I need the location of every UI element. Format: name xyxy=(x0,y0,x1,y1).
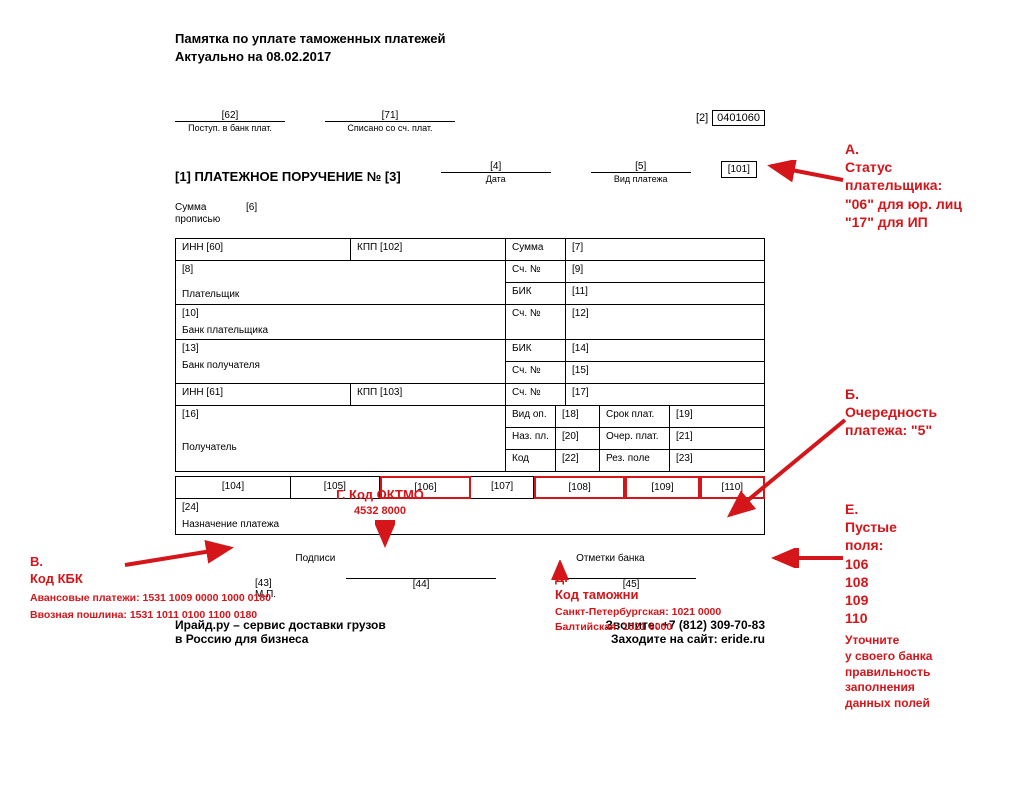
sum-label: Сумма прописью xyxy=(175,202,230,226)
nazn-grid: [24]Назначение платежа xyxy=(175,498,765,535)
header-line2: Актуально на 08.02.2017 xyxy=(175,48,445,66)
cell-62: [62] Поступ. в банк плат. xyxy=(175,110,285,133)
cell-6: [6] xyxy=(246,202,257,226)
cell-109: [109] xyxy=(625,476,699,499)
label-sch3: Сч. № xyxy=(506,362,566,384)
cell-5: [5] Вид платежа xyxy=(591,161,691,184)
label-vidop: Вид оп. xyxy=(506,406,556,428)
label-sch2: Сч. № xyxy=(506,305,566,340)
doc-header: Памятка по уплате таможенных платежей Ак… xyxy=(175,30,445,66)
cell-11: [11] xyxy=(566,283,765,305)
cell-14: [14] xyxy=(566,340,765,362)
cell-10-bank: [10]Банк плательщика xyxy=(176,305,506,340)
label-bik1: БИК xyxy=(506,283,566,305)
header-line1: Памятка по уплате таможенных платежей xyxy=(175,30,445,48)
sum-row: Сумма прописью [6] xyxy=(175,202,765,226)
label-ocher: Очер. плат. xyxy=(600,428,670,450)
annotation-a: А. Статусплательщика: "06" для юр. лиц"1… xyxy=(845,140,962,231)
annotation-v: В. Код КБК Авансовые платежи: 1531 1009 … xyxy=(30,554,271,623)
fields-104-110: [104] [105] [106] [107] [108] [109] [110… xyxy=(175,476,765,499)
lower-grid: [16]Получатель Вид оп.[18]Срок плат.[19]… xyxy=(175,405,765,472)
label-sch: Сч. № xyxy=(506,261,566,283)
cell-16-pol: [16]Получатель xyxy=(176,406,506,472)
label-otmetki: Отметки банка xyxy=(576,553,645,564)
cell-18: [18] xyxy=(556,406,600,428)
cell-108: [108] xyxy=(534,476,626,499)
arrow-a xyxy=(765,160,845,190)
cell-12: [12] xyxy=(566,305,765,340)
cell-4: [4] Дата xyxy=(441,161,551,184)
label-nazpl: Наз. пл. xyxy=(506,428,556,450)
cell-inn60: ИНН [60] xyxy=(176,239,351,261)
form-title: [1] ПЛАТЕЖНОЕ ПОРУЧЕНИЕ № [3] xyxy=(175,169,401,184)
label-podpisi: Подписи xyxy=(295,553,335,564)
cell-44: [44] xyxy=(346,578,496,600)
annotation-d: Д. Код таможни Санкт-Петербургская: 1021… xyxy=(555,570,721,635)
cell-24: [24]Назначение платежа xyxy=(176,499,765,535)
cell-19: [19] xyxy=(670,406,765,428)
cell-20: [20] xyxy=(556,428,600,450)
cell-101: [101] xyxy=(721,161,757,178)
cell-23: [23] xyxy=(670,450,765,472)
cell-inn61: ИНН [61] xyxy=(176,384,351,406)
cell-104: [104] xyxy=(175,476,291,499)
cell-7: [7] xyxy=(566,239,765,261)
cell-107: [107] xyxy=(471,476,533,499)
arrow-e xyxy=(770,548,845,568)
cell-110: [110] xyxy=(700,476,765,499)
label-summa: Сумма xyxy=(506,239,566,261)
label-sch4: Сч. № xyxy=(506,384,566,406)
label-rez: Рез. поле xyxy=(600,450,670,472)
cell-21: [21] xyxy=(670,428,765,450)
annotation-g: Г. Код ОКТМО 4532 8000 xyxy=(315,487,445,518)
cell-22: [22] xyxy=(556,450,600,472)
cell-8-plat: [8]Плательщик xyxy=(176,261,506,305)
label-srok: Срок плат. xyxy=(600,406,670,428)
cell-17: [17] xyxy=(566,384,765,406)
label-kod: Код xyxy=(506,450,556,472)
label-bik2: БИК xyxy=(506,340,566,362)
cell-kpp103: КПП [103] xyxy=(351,384,506,406)
cell-9: [9] xyxy=(566,261,765,283)
annotation-e: Е. Пустыеполя: 106108 109110 Уточните у … xyxy=(845,500,932,711)
cell-15: [15] xyxy=(566,362,765,384)
cell-71: [71] Списано со сч. плат. xyxy=(325,110,455,133)
title-row: [1] ПЛАТЕЖНОЕ ПОРУЧЕНИЕ № [3] [4] Дата [… xyxy=(175,161,765,184)
main-grid: ИНН [60]КПП [102]Сумма[7] [8]ПлательщикС… xyxy=(175,238,765,406)
cell-kpp102: КПП [102] xyxy=(351,239,506,261)
cell-2: [2]0401060 xyxy=(696,110,765,126)
cell-13-bank: [13]Банк получателя xyxy=(176,340,506,384)
annotation-b: Б. Очередностьплатежа: "5" xyxy=(845,385,937,440)
